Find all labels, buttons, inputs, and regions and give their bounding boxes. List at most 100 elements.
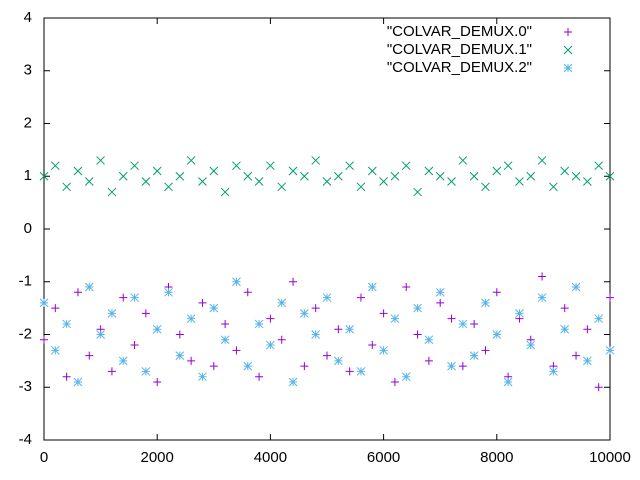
- point: [594, 314, 604, 324]
- point: [605, 345, 615, 355]
- point: [402, 283, 411, 292]
- point: [594, 161, 604, 171]
- point: [40, 335, 48, 344]
- y-tick-label: 4: [24, 9, 32, 26]
- point: [333, 356, 343, 366]
- point: [549, 367, 558, 376]
- point: [164, 287, 173, 297]
- point: [232, 161, 241, 171]
- point: [526, 171, 536, 181]
- point: [118, 171, 128, 181]
- legend-label: "COLVAR_DEMUX.1": [387, 41, 532, 58]
- point: [39, 298, 49, 308]
- point: [84, 282, 94, 292]
- point: [435, 287, 445, 297]
- y-tick-label: 3: [24, 62, 32, 79]
- point: [537, 293, 547, 302]
- point: [311, 156, 321, 165]
- y-tick-label: 2: [24, 114, 32, 131]
- point: [209, 362, 218, 371]
- point: [277, 182, 287, 192]
- point: [538, 272, 547, 281]
- point: [243, 288, 252, 297]
- legend-marker: [563, 45, 573, 55]
- point: [186, 156, 196, 165]
- legend-marker: [563, 63, 573, 73]
- point: [152, 324, 162, 334]
- point: [367, 282, 377, 292]
- point: [141, 367, 151, 376]
- point: [50, 161, 60, 171]
- point: [435, 171, 445, 181]
- point: [605, 171, 615, 181]
- point: [560, 324, 570, 334]
- x-tick-label: 8000: [480, 449, 513, 466]
- point: [379, 177, 388, 186]
- point: [458, 319, 468, 329]
- point: [356, 367, 366, 376]
- point: [345, 161, 354, 171]
- point: [50, 345, 60, 355]
- point: [322, 177, 332, 186]
- point: [266, 161, 275, 171]
- point: [401, 161, 411, 171]
- point: [254, 319, 264, 329]
- point: [73, 377, 83, 387]
- point: [51, 304, 60, 313]
- x-tick-label: 4000: [254, 449, 287, 466]
- point: [481, 182, 490, 192]
- point: [424, 356, 433, 365]
- point: [73, 166, 83, 176]
- point: [470, 319, 479, 328]
- point: [300, 309, 309, 318]
- point: [119, 293, 128, 302]
- point: [255, 372, 264, 381]
- point: [413, 303, 422, 313]
- point: [311, 330, 321, 339]
- point: [118, 356, 128, 366]
- x-tick-label: 6000: [367, 449, 400, 466]
- point: [141, 309, 150, 318]
- point: [198, 298, 207, 307]
- point: [300, 171, 309, 181]
- point: [62, 372, 71, 381]
- legend-label: "COLVAR_DEMUX.0": [387, 23, 532, 40]
- point: [571, 282, 581, 292]
- point: [333, 171, 343, 181]
- point: [390, 377, 399, 386]
- point: [594, 383, 603, 392]
- point: [469, 351, 479, 360]
- y-tick-label: 1: [24, 167, 32, 184]
- point: [107, 367, 116, 376]
- point: [175, 351, 185, 360]
- point: [492, 166, 502, 176]
- point: [481, 346, 490, 355]
- point: [130, 293, 139, 302]
- point: [447, 314, 456, 323]
- point: [356, 293, 365, 302]
- point: [141, 177, 151, 186]
- y-tick-label: -4: [19, 431, 32, 448]
- x-tick-label: 2000: [141, 449, 174, 466]
- point: [107, 187, 117, 197]
- point: [606, 293, 614, 302]
- point: [209, 303, 219, 313]
- point: [424, 166, 434, 176]
- point: [243, 361, 253, 371]
- point: [458, 156, 468, 165]
- point: [153, 377, 162, 386]
- point: [356, 182, 366, 192]
- point: [85, 351, 94, 360]
- point: [62, 319, 71, 329]
- point: [130, 161, 139, 171]
- point: [221, 319, 230, 328]
- point: [424, 335, 434, 345]
- point: [84, 177, 94, 186]
- point: [379, 345, 388, 355]
- point: [322, 293, 332, 302]
- point: [447, 177, 456, 186]
- point: [549, 182, 558, 192]
- point: [186, 314, 196, 324]
- point: [583, 325, 592, 334]
